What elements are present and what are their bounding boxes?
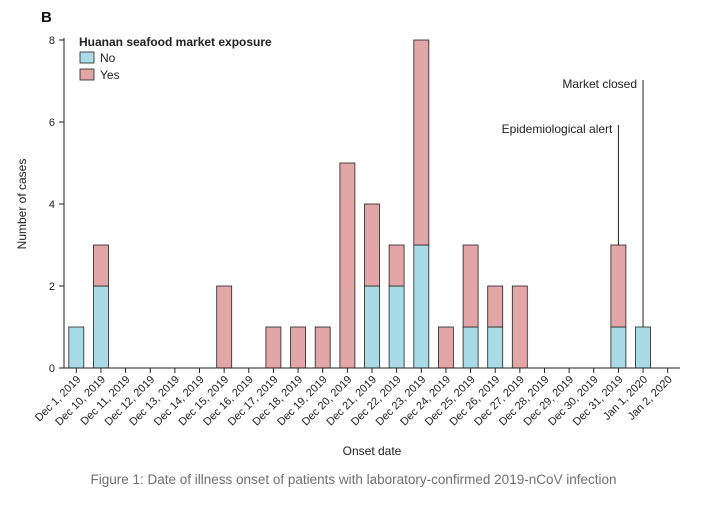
bar-yes-dec-17-2019 [265,326,282,369]
y-axis-title: Number of cases [15,159,29,250]
bar-no-dec-10-2019 [93,285,109,369]
bar-yes-dec-23-2019 [413,39,430,246]
bar-yes-dec-31-2019 [610,244,627,328]
legend: Huanan seafood market exposure No Yes [79,35,272,82]
y-tick-label: 4 [49,199,55,211]
bar-yes-dec-15-2019 [216,285,233,369]
bar-no-dec-31-2019 [610,326,627,369]
legend-swatch-no [79,51,95,64]
bar-no-jan-1-2020 [635,326,651,369]
bar-yes-dec-27-2019 [511,285,528,369]
bars-layer [68,39,651,369]
bar-yes-dec-20-2019 [339,162,356,369]
bar-no-dec-1-2019 [68,326,85,369]
bar-yes-dec-22-2019 [388,244,405,287]
bar-no-dec-26-2019 [487,326,504,369]
bar-yes-dec-24-2019 [437,326,454,369]
annotation-epidemiological-alert: Epidemiological alert [502,122,613,136]
annotation-market-closed: Market closed [562,77,637,91]
y-tick-label: 0 [49,363,55,375]
bar-no-dec-25-2019 [462,326,479,369]
bar-yes-dec-26-2019 [487,285,504,328]
bar-no-dec-22-2019 [388,285,405,369]
bar-no-dec-21-2019 [364,285,380,369]
bar-yes-dec-10-2019 [93,244,109,287]
legend-title: Huanan seafood market exposure [79,35,272,49]
bar-yes-dec-19-2019 [314,326,331,369]
bar-no-dec-23-2019 [413,244,430,369]
epi-curve-chart: B Number of cases Onset date Epidemiolog… [15,9,680,458]
annotations-layer: Epidemiological alert Market closed [502,77,644,327]
bar-yes-dec-18-2019 [290,326,307,369]
figure-caption: Figure 1: Date of illness onset of patie… [90,472,617,487]
y-tick-label: 6 [49,117,55,129]
bar-yes-dec-25-2019 [462,244,479,328]
panel-label: B [41,9,52,26]
legend-label-no: No [100,51,116,65]
y-tick-label: 2 [49,281,55,293]
bar-yes-dec-21-2019 [364,203,380,287]
legend-swatch-yes [79,68,95,81]
x-axis-title: Onset date [343,444,402,458]
y-tick-label: 8 [49,35,55,47]
legend-label-yes: Yes [100,68,120,82]
